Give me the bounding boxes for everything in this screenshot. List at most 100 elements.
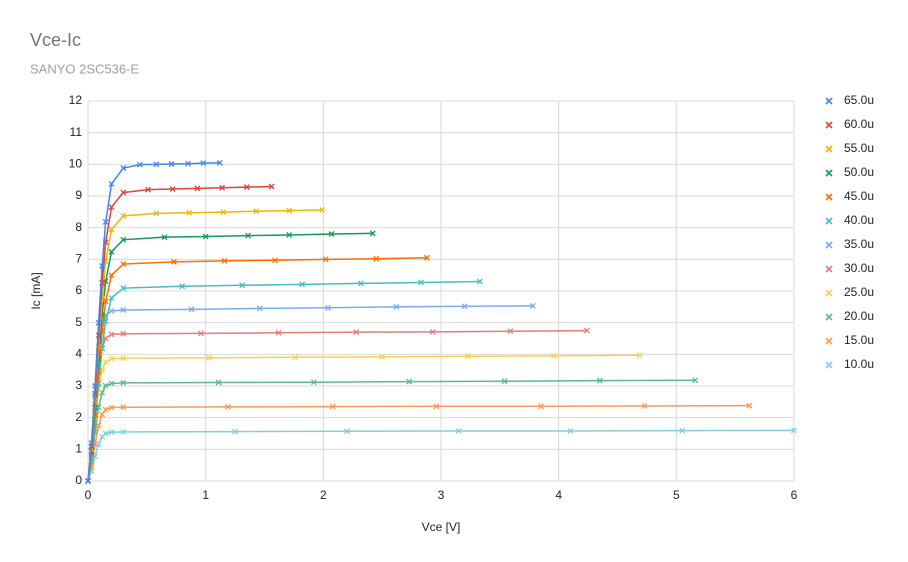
- point: [692, 377, 699, 384]
- y-tick-label: 0: [75, 473, 82, 487]
- series-line: [87, 404, 750, 482]
- point: [102, 358, 109, 365]
- point: [286, 231, 293, 238]
- point: [245, 232, 251, 239]
- point: [567, 428, 574, 434]
- legend-marker: [825, 121, 833, 129]
- point: [179, 283, 186, 290]
- point: [791, 427, 797, 434]
- point: [746, 402, 753, 409]
- point: [529, 302, 536, 309]
- x-axis-label: Vce [V]: [422, 520, 461, 534]
- point: [108, 295, 115, 301]
- y-tick-label: 6: [75, 283, 82, 297]
- point: [215, 379, 222, 386]
- point: [507, 328, 514, 335]
- legend-marker: [825, 97, 833, 105]
- point: [501, 378, 508, 385]
- legend-label: 65.0u: [844, 93, 874, 107]
- y-tick-label: 9: [75, 188, 82, 202]
- point: [120, 212, 127, 219]
- point: [108, 248, 115, 255]
- point: [120, 355, 127, 362]
- point: [92, 383, 99, 389]
- point: [188, 306, 195, 313]
- point: [102, 406, 109, 413]
- point: [88, 440, 95, 446]
- point: [253, 208, 260, 215]
- point: [310, 379, 317, 386]
- point: [596, 377, 603, 384]
- legend-label: 55.0u: [844, 141, 874, 155]
- legend-marker: [825, 361, 833, 369]
- point: [679, 427, 686, 434]
- point: [343, 428, 350, 435]
- point: [239, 282, 246, 289]
- point: [194, 185, 201, 192]
- point: [461, 303, 468, 310]
- point: [429, 328, 436, 335]
- legend-label: 40.0u: [844, 213, 874, 227]
- point: [108, 429, 115, 436]
- point: [102, 382, 109, 389]
- point: [102, 430, 109, 437]
- y-tick-label: 4: [75, 347, 82, 361]
- point: [538, 403, 544, 410]
- point: [120, 379, 127, 386]
- point: [99, 411, 106, 418]
- x-tick-label: 2: [320, 488, 327, 502]
- legend-marker: [825, 313, 833, 321]
- point: [108, 272, 115, 279]
- point: [108, 181, 115, 187]
- point: [169, 186, 176, 192]
- chart-subtitle: SANYO 2SC536-E: [30, 61, 139, 76]
- legend-marker: [825, 217, 833, 225]
- point: [170, 258, 177, 265]
- point: [108, 204, 115, 211]
- point: [423, 254, 430, 261]
- point: [286, 207, 293, 214]
- point: [120, 307, 127, 313]
- y-tick-label: 3: [75, 378, 82, 392]
- point: [232, 428, 239, 435]
- point: [256, 305, 263, 312]
- legend-label: 35.0u: [844, 237, 874, 251]
- point: [120, 285, 127, 292]
- legend-marker: [825, 289, 833, 297]
- x-tick-label: 0: [85, 488, 92, 502]
- y-tick-label: 5: [75, 315, 82, 329]
- point: [202, 233, 209, 240]
- point: [168, 161, 175, 167]
- x-tick-label: 1: [202, 488, 209, 502]
- point: [198, 330, 204, 337]
- point: [393, 303, 400, 310]
- point: [219, 184, 226, 191]
- y-tick-label: 7: [75, 252, 82, 266]
- point: [636, 352, 643, 359]
- legend-label: 15.0u: [844, 333, 874, 347]
- x-tick-label: 5: [673, 488, 680, 502]
- series-line: [87, 162, 220, 482]
- point: [418, 279, 424, 286]
- point: [328, 231, 335, 237]
- legend-label: 20.0u: [844, 309, 874, 323]
- legend-label: 30.0u: [844, 261, 874, 275]
- point: [120, 236, 127, 243]
- x-tick-label: 4: [555, 488, 562, 502]
- point: [329, 403, 336, 410]
- series-line: [87, 379, 696, 482]
- point: [292, 354, 299, 361]
- legend-label: 10.0u: [844, 357, 874, 371]
- point: [108, 355, 115, 362]
- point: [325, 304, 331, 311]
- point: [358, 280, 364, 287]
- point: [353, 329, 360, 336]
- legend-marker: [825, 241, 833, 249]
- point: [373, 255, 380, 262]
- point: [120, 330, 127, 337]
- point: [120, 428, 127, 435]
- legend-label: 50.0u: [844, 165, 874, 179]
- point: [145, 186, 151, 193]
